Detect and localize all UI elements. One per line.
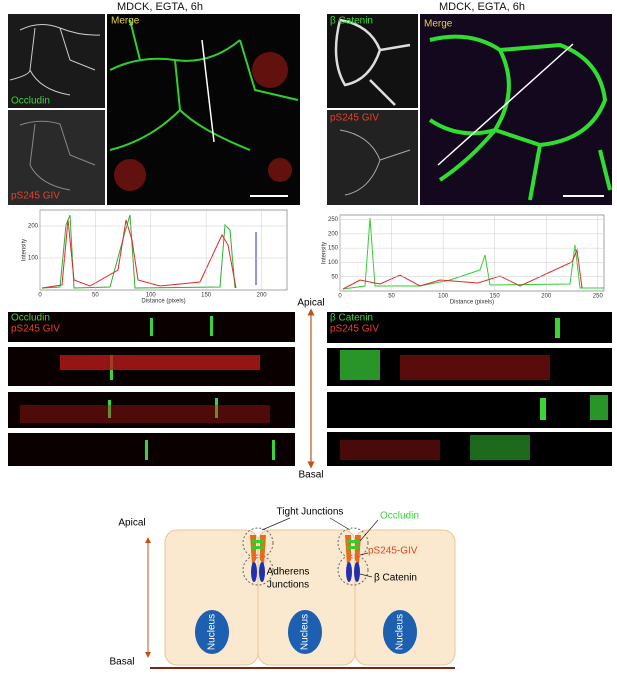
diagram-label: Tight Junctions — [277, 507, 344, 518]
y-tick-label: 200 — [28, 224, 39, 230]
merge-label: Merge — [111, 16, 140, 27]
channel-label: β Catenin — [330, 16, 373, 27]
x-tick-label: 250 — [593, 294, 604, 300]
channel-label: Occludin — [11, 96, 50, 107]
profile-red — [41, 219, 237, 289]
x-tick-label: 0 — [338, 294, 342, 300]
diagram-label: pS245-GIV — [368, 546, 418, 557]
panel-title: MDCK, EGTA, 6h — [117, 1, 203, 13]
zstack-label: β Catenin — [330, 313, 373, 324]
axis-label: Apical — [297, 298, 324, 309]
y-tick-label: 150 — [328, 246, 339, 252]
nucleus-label: Nucleus — [300, 614, 311, 650]
x-tick-label: 50 — [388, 294, 395, 300]
plot-frame — [39, 209, 288, 291]
y-tick-label: 200 — [328, 231, 339, 237]
profile-green — [41, 214, 236, 289]
zstack-label: Occludin — [11, 313, 50, 324]
plot-frame — [339, 214, 605, 292]
y-tick-label: 250 — [328, 217, 339, 223]
zstack-label: pS245 GIV — [11, 324, 60, 335]
x-tick-label: 50 — [92, 293, 99, 299]
nucleus-label: Nucleus — [207, 614, 218, 650]
x-tick-label: 200 — [257, 293, 268, 299]
channel-label: pS245 GIV — [11, 191, 60, 202]
x-tick-label: 150 — [490, 294, 501, 300]
nucleus-label: Nucleus — [395, 614, 406, 650]
x-tick-label: 100 — [438, 294, 449, 300]
y-tick-label: 100 — [328, 260, 339, 266]
diagram-label: Occludin — [380, 511, 419, 522]
diagram-label: β Catenin — [374, 573, 417, 584]
axis-label: Basal — [298, 470, 323, 481]
y-tick-label: 100 — [28, 256, 39, 262]
y-tick-label: 50 — [331, 274, 338, 280]
y-axis-label: Intensity — [322, 242, 328, 264]
x-tick-label: 150 — [201, 293, 212, 299]
cell-diagram — [145, 517, 456, 669]
micrographs-left — [8, 14, 300, 205]
x-axis-label: Distance (pixels) — [141, 299, 185, 305]
profile-green — [342, 217, 604, 290]
x-tick-label: 0 — [38, 293, 42, 299]
diagram-label: Adherens — [267, 567, 310, 578]
diagram-label: Junctions — [267, 580, 309, 591]
diagram-label: Apical — [118, 518, 145, 529]
zstack-label: pS245 GIV — [330, 324, 379, 335]
y-axis-label: Intensity — [22, 239, 28, 261]
micrographs-right — [327, 14, 612, 205]
profile-red — [342, 248, 583, 290]
x-axis-label: Distance (pixels) — [450, 300, 494, 306]
merge-label: Merge — [424, 19, 453, 30]
zstacks — [8, 312, 612, 466]
x-tick-label: 200 — [541, 294, 552, 300]
diagram-label: Basal — [109, 657, 134, 668]
panel-title: MDCK, EGTA, 6h — [439, 1, 525, 13]
x-tick-label: 100 — [146, 293, 157, 299]
channel-label: pS245 GIV — [330, 113, 379, 124]
